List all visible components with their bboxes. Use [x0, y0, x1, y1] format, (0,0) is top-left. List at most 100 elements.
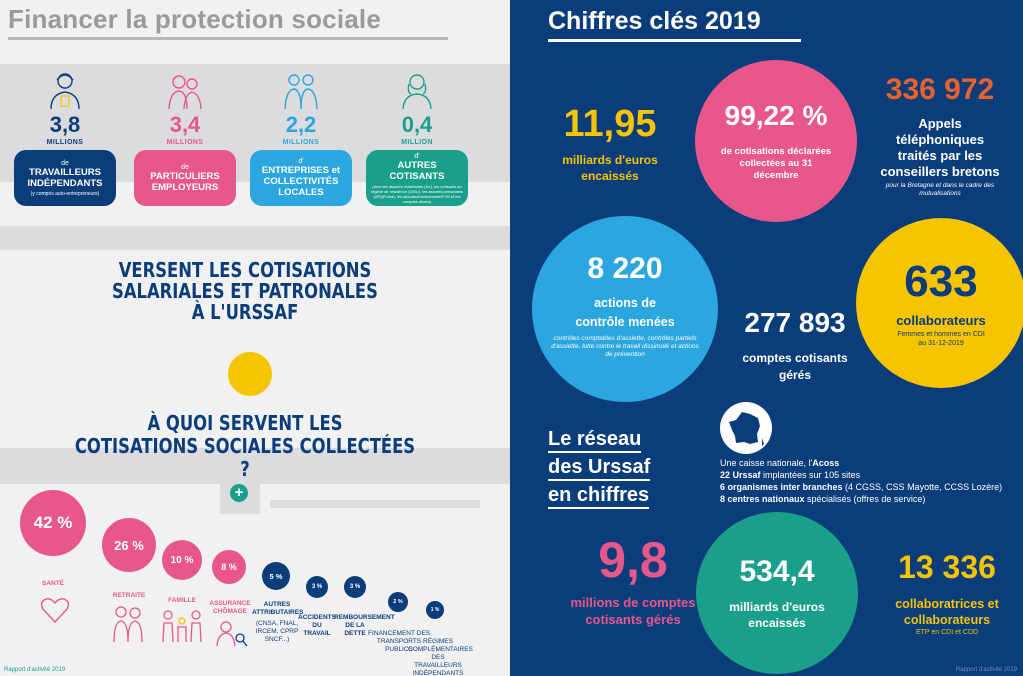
payer-sub: (dont les assurés volontaires (AV), les … [370, 183, 464, 204]
footer-left: Rapport d'activité 2019 [4, 667, 66, 673]
network-line-bold: Acoss [812, 458, 840, 468]
branch-dette-bubble: 3 % [344, 576, 366, 598]
network-list: Une caisse nationale, l'Acoss 22 Urssaf … [720, 457, 1002, 505]
branch-sante-label: SANTÉ [41, 580, 65, 587]
verse-line: VERSENT LES COTISATIONS [118, 258, 372, 282]
heart-hands-icon [40, 598, 70, 624]
branch-retraite-label: RETRAITE [112, 592, 146, 599]
network-line-bold: 22 Urssaf [720, 470, 761, 480]
payer-label: TRAVAILLEURS INDÉPENDANTS [27, 166, 103, 189]
network-line-bold: 8 centres nationaux [720, 494, 805, 504]
network-line-rest: (4 CGSS, CSS Mayotte, CCSS Lozère) [842, 482, 1003, 492]
title-underline [8, 37, 448, 40]
stat-note: Femmes et hommes en CDI au 31-12-2019 [897, 330, 985, 347]
stat-value: 13 336 [898, 549, 996, 585]
stat-value: 11,95 [563, 103, 657, 145]
stat-accounts: 277 893 comptes cotisants gérés [720, 306, 870, 384]
branch-famille-label: FAMILLE [168, 597, 196, 604]
stat-collaborators: 13 336 collaboratrices et collaborateurs… [872, 548, 1022, 636]
verse-line: SALARIALES ET PATRONALES [112, 279, 378, 303]
payer-box: de PARTICULIERS EMPLOYEURS [134, 150, 236, 206]
network-line: 8 centres nationaux spécialisés (offres … [720, 493, 1002, 505]
payer-particuliers-employeurs: 3,4 MILLIONS de PARTICULIERS EMPLOYEURS [134, 70, 236, 206]
branch-connector [270, 500, 480, 508]
branch-accidents-label: ACCIDENTS DU TRAVAIL [298, 614, 336, 637]
stat-euros: 11,95 milliards d'euros encaissés [550, 102, 670, 184]
stat-note: pour la Bretagne et dans le cadre des mu… [885, 182, 995, 197]
payer-number: 3,8 [49, 112, 81, 137]
stat-staff-circle: 633 collaborateurs Femmes et hommes en C… [856, 218, 1023, 388]
worker-icon [50, 73, 80, 110]
branch-autres-bubble: 5 % [262, 562, 290, 590]
payer-autres-cotisants: 0,4 MILLION d' AUTRES COTISANTS (dont le… [366, 70, 468, 206]
france-map-icon [720, 402, 772, 454]
network-title: Le réseau des Urssaf en chiffres [548, 425, 651, 509]
stat-label: millions de comptes cotisants gérés [570, 595, 696, 627]
branch-autres-sub: (CNSA, FNAL, IRCEM, CPRP SNCF...) [255, 620, 299, 643]
stat-label: de cotisations déclarées collectées au 3… [720, 146, 832, 181]
payer-label: PARTICULIERS EMPLOYEURS [150, 170, 220, 193]
payer-prefix: de [61, 159, 69, 167]
quoi-heading: À QUOI SERVENT LES COTISATIONS SOCIALES … [69, 412, 422, 481]
page-title: Financer la protection sociale [8, 4, 381, 34]
stat-value: 8 220 [587, 251, 663, 285]
branch-transports-label: FINANCEMENT DES TRANSPORTS PUBLICS [368, 630, 430, 653]
network-title-line: en chiffres [548, 483, 650, 509]
background-band-middle [0, 226, 510, 250]
payer-number: 2,2 [285, 112, 317, 137]
branch-dette-label: REMBOURSEMENT DE LA DETTE [334, 614, 395, 637]
network-line: 22 Urssaf implantées sur 105 sites [720, 469, 1002, 481]
payer-travailleurs-independants: 3,8 MILLIONS de TRAVAILLEURS INDÉPENDANT… [14, 70, 116, 206]
stat-millions-accounts: 9,8 millions de comptes cotisants gérés [568, 534, 698, 628]
payer-number: 3,4 [169, 112, 201, 137]
branch-sante-bubble: 42 % [20, 490, 86, 556]
payer-label: AUTRES COTISANTS [389, 159, 445, 182]
left-page: Financer la protection sociale 3,8 MILLI… [0, 0, 510, 676]
stat-label: collaboratrices et collaborateurs [895, 597, 999, 627]
footer-right: Rapport d'activité 2019 [955, 667, 1017, 673]
stat-label: comptes cotisants gérés [742, 351, 848, 382]
payer-number: 0,4 [401, 112, 433, 137]
payer-prefix: d' [298, 158, 304, 165]
stat-label: milliards d'euros encaissés [562, 153, 658, 183]
branch-transports-bubble: 2 % [388, 592, 408, 612]
stat-label: Appels téléphoniques traités par les con… [880, 116, 1000, 179]
branch-regimes-label: RÉGIMES COMPLÉMENTAIRES DES TRAVAILLEURS… [408, 638, 473, 676]
stat-value: 277 893 [744, 307, 846, 338]
network-line-rest: implantées sur 105 sites [760, 470, 861, 480]
network-line: 6 organismes inter branches (4 CGSS, CSS… [720, 481, 1002, 493]
payer-sub: (y compris auto-entrepreneurs) [30, 190, 100, 197]
payer-prefix: de [181, 163, 189, 171]
job-search-icon [216, 621, 248, 647]
payer-unit: MILLIONS [166, 139, 204, 146]
network-line: Une caisse nationale, l'Acoss [720, 457, 1002, 469]
payer-unit: MILLION [401, 139, 433, 146]
france-map-shape [729, 412, 764, 446]
stat-label: collaborateurs [896, 312, 986, 328]
network-title-line: des Urssaf [548, 455, 651, 481]
stat-calls: 336 972 Appels téléphoniques traités par… [865, 72, 1015, 198]
payer-prefix: d' [414, 152, 420, 160]
network-line-bold: 6 organismes inter branches [720, 482, 843, 492]
stat-note: contrôles comptables d'assiette, contrôl… [551, 334, 699, 358]
network-title-line: Le réseau [548, 427, 642, 453]
stat-note: ETP en CDI et CDD [915, 629, 979, 636]
payer-box: d' AUTRES COTISANTS (dont les assurés vo… [366, 150, 468, 206]
stat-declarations-circle: 99,22 % de cotisations déclarées collect… [695, 60, 857, 222]
payer-box: de TRAVAILLEURS INDÉPENDANTS (y compris … [14, 150, 116, 206]
branch-autres-label: AUTRES ATTRIBUTAIRES [252, 601, 304, 616]
stat-value: 99,22 % [724, 100, 828, 131]
background-band-bottom [0, 448, 510, 484]
verse-line: À L'URSSAF [191, 300, 299, 324]
branch-famille-bubble: 10 % [162, 540, 202, 580]
stat-label: milliards d'euros encaissés [729, 600, 825, 630]
branch-chomage-label: ASSURANCE CHÔMAGE [209, 600, 251, 615]
quoi-line: À QUOI SERVENT LES [147, 411, 343, 435]
payer-unit: MILLIONS [282, 139, 320, 146]
payer-label: ENTREPRISES et COLLECTIVITÉS LOCALES [261, 165, 341, 198]
network-line-rest: spécialisés (offres de service) [804, 494, 926, 504]
title-underline [548, 39, 801, 42]
right-page: Chiffres clés 2019 11,95 milliards d'eur… [510, 0, 1023, 676]
network-line-text: Une caisse nationale, l' [720, 458, 813, 468]
plus-icon: + [230, 484, 248, 502]
